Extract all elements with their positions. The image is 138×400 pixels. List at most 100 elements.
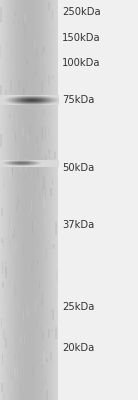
- Bar: [43, 216, 44, 220]
- Bar: [54, 104, 55, 105]
- Bar: [14, 161, 16, 162]
- Bar: [20, 160, 21, 161]
- Bar: [38, 96, 39, 97]
- Bar: [47, 390, 48, 400]
- Bar: [14, 96, 16, 97]
- Bar: [49, 100, 51, 101]
- Bar: [36, 163, 38, 164]
- Bar: [32, 161, 33, 162]
- Bar: [52, 163, 53, 164]
- Bar: [49, 162, 50, 163]
- Bar: [54, 101, 55, 102]
- Text: 50kDa: 50kDa: [62, 163, 94, 173]
- Bar: [2, 104, 3, 105]
- Bar: [52, 162, 53, 163]
- Bar: [34, 104, 35, 105]
- Bar: [30, 102, 31, 103]
- Bar: [29, 165, 30, 166]
- Bar: [51, 161, 52, 162]
- Bar: [13, 0, 14, 400]
- Bar: [18, 99, 19, 100]
- Bar: [2, 104, 3, 105]
- Bar: [28, 186, 30, 188]
- Bar: [8, 96, 9, 97]
- Bar: [41, 161, 42, 162]
- Bar: [11, 98, 12, 99]
- Bar: [38, 162, 39, 163]
- Bar: [23, 100, 24, 101]
- Bar: [24, 0, 25, 400]
- Bar: [14, 103, 15, 104]
- Bar: [7, 161, 8, 162]
- Bar: [46, 104, 48, 105]
- Bar: [17, 165, 18, 166]
- Bar: [46, 165, 48, 166]
- Bar: [28, 103, 29, 104]
- Bar: [42, 99, 43, 100]
- Bar: [32, 220, 33, 233]
- Bar: [43, 96, 44, 97]
- Bar: [35, 95, 36, 96]
- Bar: [20, 96, 21, 97]
- Bar: [51, 165, 53, 166]
- Bar: [8, 104, 9, 105]
- Bar: [49, 160, 50, 161]
- Bar: [14, 98, 16, 99]
- Bar: [22, 98, 23, 99]
- Bar: [5, 164, 6, 165]
- Bar: [13, 99, 14, 100]
- Bar: [26, 60, 28, 65]
- Bar: [50, 165, 51, 166]
- Bar: [29, 99, 30, 100]
- Bar: [13, 102, 14, 103]
- Bar: [11, 162, 12, 163]
- Bar: [27, 98, 28, 99]
- Bar: [52, 102, 53, 103]
- Bar: [20, 104, 21, 105]
- Bar: [52, 165, 53, 166]
- Bar: [13, 163, 14, 164]
- Bar: [43, 100, 45, 101]
- Bar: [4, 163, 5, 164]
- Bar: [40, 163, 41, 164]
- Bar: [51, 101, 53, 102]
- Bar: [42, 165, 43, 166]
- Bar: [28, 102, 29, 103]
- Bar: [23, 165, 24, 166]
- Bar: [13, 161, 14, 162]
- Bar: [57, 102, 58, 103]
- Bar: [42, 96, 43, 97]
- Bar: [9, 164, 10, 165]
- Bar: [48, 97, 49, 98]
- Bar: [41, 166, 43, 167]
- Bar: [57, 96, 59, 97]
- Bar: [34, 163, 35, 164]
- Bar: [26, 166, 27, 167]
- Bar: [54, 96, 55, 97]
- Bar: [37, 240, 39, 248]
- Bar: [53, 0, 54, 400]
- Bar: [20, 104, 22, 105]
- Bar: [6, 101, 8, 102]
- Bar: [50, 96, 51, 97]
- Bar: [21, 158, 22, 161]
- Bar: [20, 161, 21, 162]
- Bar: [2, 163, 3, 164]
- Bar: [49, 96, 51, 97]
- Bar: [43, 100, 44, 101]
- Bar: [36, 162, 38, 163]
- Bar: [48, 100, 49, 101]
- Bar: [24, 97, 25, 98]
- Bar: [28, 161, 30, 162]
- Bar: [29, 166, 30, 167]
- Bar: [3, 103, 4, 104]
- Bar: [38, 166, 40, 167]
- Bar: [14, 365, 15, 379]
- Bar: [3, 392, 5, 400]
- Bar: [35, 96, 36, 97]
- Bar: [17, 162, 19, 163]
- Bar: [21, 165, 22, 166]
- Bar: [50, 102, 51, 103]
- Bar: [49, 164, 50, 165]
- Bar: [9, 162, 11, 163]
